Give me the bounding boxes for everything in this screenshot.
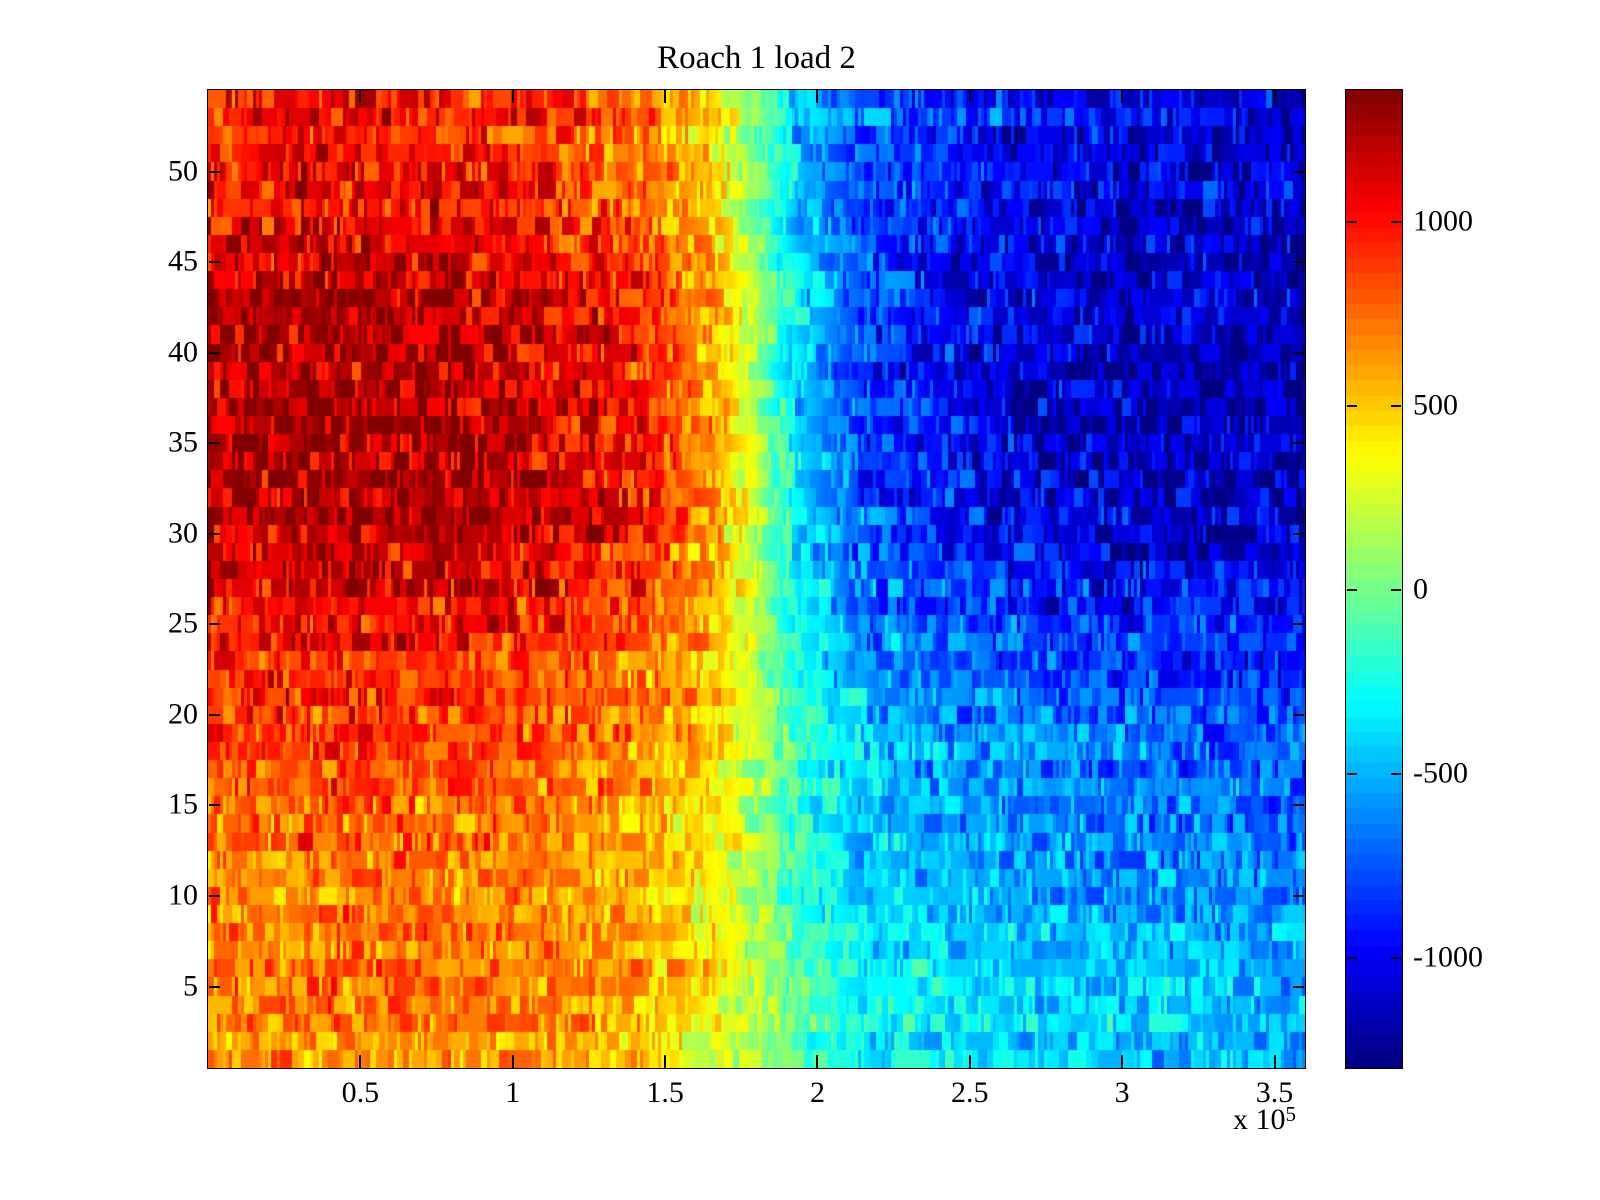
y-tick — [209, 804, 220, 807]
x-tick-top — [664, 90, 667, 103]
x-tick — [664, 1055, 667, 1068]
colorbar-tick-right — [1391, 956, 1401, 959]
x-tick-label: 1 — [505, 1076, 521, 1109]
y-tick — [209, 261, 220, 264]
x-tick — [968, 1055, 971, 1068]
y-tick-label: 40 — [168, 335, 198, 369]
y-tick — [209, 351, 220, 354]
x-tick-label: 1.5 — [646, 1076, 684, 1109]
y-tick-label: 30 — [168, 516, 198, 550]
y-tick-label: 10 — [168, 878, 198, 912]
colorbar-tick — [1347, 221, 1357, 224]
exponent-power: 5 — [1285, 1102, 1297, 1126]
colorbar-tick-label: -500 — [1413, 756, 1468, 790]
x-tick-top — [968, 90, 971, 103]
colorbar-canvas — [1346, 90, 1402, 1068]
x-axis-exponent-label: x 105 — [1146, 1102, 1296, 1137]
y-tick-right — [1293, 713, 1304, 716]
y-tick — [209, 532, 220, 535]
x-tick-top — [1273, 90, 1276, 103]
y-tick-label: 50 — [168, 153, 198, 187]
y-tick-right — [1293, 623, 1304, 626]
x-tick-label: 3.5 — [1255, 1076, 1294, 1109]
x-tick — [511, 1055, 514, 1068]
colorbar-tick-right — [1391, 772, 1401, 775]
x-tick — [1121, 1055, 1124, 1068]
x-tick-label: 3 — [1114, 1076, 1130, 1109]
y-tick-right — [1293, 442, 1304, 445]
y-tick-label: 15 — [168, 787, 198, 821]
y-tick-label: 20 — [168, 697, 198, 731]
colorbar — [1345, 89, 1403, 1069]
y-tick-right — [1293, 532, 1304, 535]
x-tick-top — [816, 90, 819, 103]
y-tick — [209, 985, 220, 988]
y-tick-label: 45 — [168, 244, 198, 278]
y-tick — [209, 713, 220, 716]
y-tick-right — [1293, 894, 1304, 897]
colorbar-tick-label: 500 — [1413, 388, 1458, 422]
colorbar-tick-label: 1000 — [1413, 204, 1473, 238]
y-tick-label: 25 — [168, 606, 198, 640]
y-tick — [209, 442, 220, 445]
y-tick — [209, 894, 220, 897]
heatmap-canvas — [208, 90, 1305, 1068]
y-tick-right — [1293, 351, 1304, 354]
y-tick-right — [1293, 985, 1304, 988]
y-tick-label: 35 — [168, 425, 198, 459]
colorbar-tick-label: -1000 — [1413, 940, 1483, 974]
colorbar-tick — [1347, 956, 1357, 959]
x-tick-top — [359, 90, 362, 103]
x-tick — [816, 1055, 819, 1068]
x-tick-label: 0.5 — [341, 1076, 380, 1109]
colorbar-tick — [1347, 772, 1357, 775]
x-tick — [1273, 1055, 1276, 1068]
x-tick-top — [511, 90, 514, 103]
colorbar-tick — [1347, 405, 1357, 408]
y-tick — [209, 623, 220, 626]
y-tick-right — [1293, 261, 1304, 264]
x-tick — [359, 1055, 362, 1068]
colorbar-tick — [1347, 589, 1357, 592]
x-tick-top — [1121, 90, 1124, 103]
y-tick-right — [1293, 804, 1304, 807]
colorbar-tick-right — [1391, 405, 1401, 408]
colorbar-tick-right — [1391, 221, 1401, 224]
colorbar-tick-right — [1391, 589, 1401, 592]
x-tick-label: 2 — [809, 1076, 825, 1109]
exponent-base: x 10 — [1233, 1103, 1286, 1136]
y-tick — [209, 170, 220, 173]
x-tick-label: 2.5 — [951, 1076, 989, 1109]
y-tick-label: 5 — [183, 968, 198, 1002]
plot-axes-box — [207, 89, 1306, 1069]
y-tick-right — [1293, 170, 1304, 173]
plot-title: Roach 1 load 2 — [657, 40, 856, 76]
colorbar-tick-label: 0 — [1413, 572, 1428, 606]
